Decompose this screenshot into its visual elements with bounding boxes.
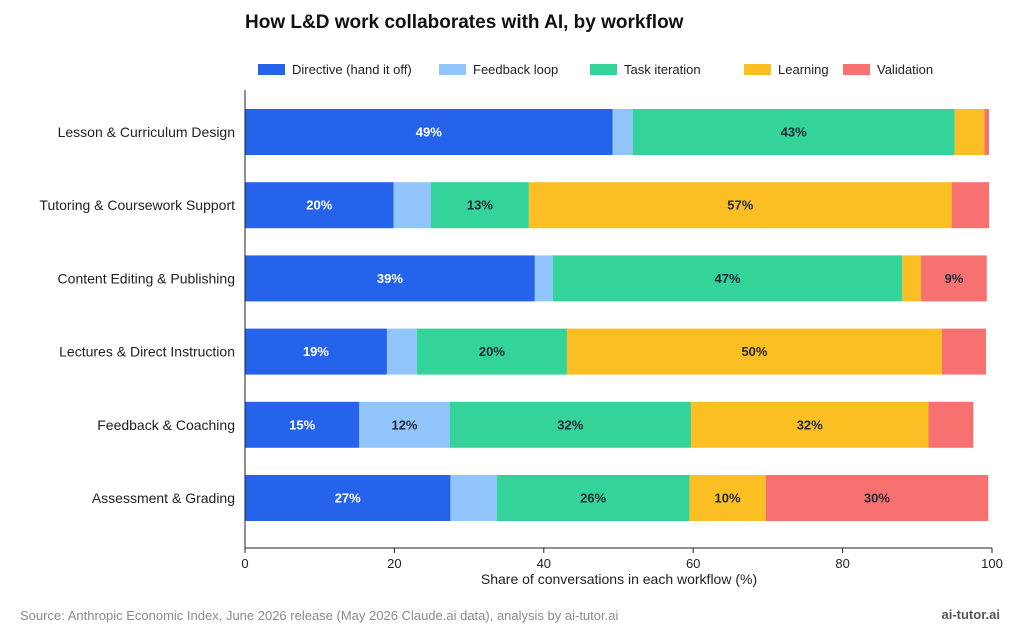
x-tick-label-0: 0 (241, 556, 248, 571)
data-label-3-3: 50% (741, 344, 767, 359)
category-label-0: Lesson & Curriculum Design (58, 124, 235, 140)
bar-segment-3-4 (941, 328, 987, 375)
bar-segment-4-1 (359, 401, 450, 448)
legend-swatch-2 (590, 64, 617, 75)
category-label-1: Tutoring & Coursework Support (39, 197, 235, 213)
footer-brand: ai-tutor.ai (941, 607, 1000, 622)
data-label-0-2: 43% (781, 125, 807, 140)
legend-swatch-1 (439, 64, 466, 75)
bar-segment-4-4 (928, 401, 974, 448)
bar-segment-0-3 (954, 109, 985, 155)
category-label-3: Lectures & Direct Instruction (59, 344, 235, 360)
legend-swatch-0 (258, 64, 285, 75)
bar-segment-3-0 (245, 328, 387, 375)
bar-segment-5-1 (450, 475, 497, 521)
bar-segment-5-4 (765, 475, 989, 521)
data-label-5-3: 10% (715, 491, 741, 506)
data-label-2-0: 39% (377, 271, 403, 286)
x-tick-label-4: 80 (835, 556, 849, 571)
legend-swatch-3 (744, 64, 771, 75)
legend-swatch-4 (843, 64, 870, 75)
chart-title: How L&D work collaborates with AI, by wo… (245, 12, 684, 33)
bar-segment-5-2 (496, 475, 690, 521)
data-label-1-2: 13% (467, 198, 493, 213)
bar-segment-4-0 (245, 401, 360, 448)
data-label-3-0: 19% (303, 344, 329, 359)
category-label-5: Assessment & Grading (92, 490, 235, 506)
bar-segment-1-0 (245, 182, 394, 229)
footer-source: Source: Anthropic Economic Index, June 2… (20, 608, 619, 623)
bar-segment-4-3 (690, 401, 929, 448)
x-tick-label-1: 20 (387, 556, 401, 571)
legend-label-1: Feedback loop (473, 62, 558, 77)
x-tick-label-2: 40 (537, 556, 551, 571)
bar-segment-1-2 (431, 182, 529, 229)
bar-segment-4-2 (449, 401, 691, 448)
legend-label-3: Learning (778, 62, 829, 77)
data-label-2-2: 47% (715, 271, 741, 286)
bar-segment-0-4 (984, 109, 990, 155)
category-label-2: Content Editing & Publishing (58, 270, 235, 286)
x-tick-label-5: 100 (981, 556, 1003, 571)
x-axis-label: Share of conversations in each workflow … (481, 571, 757, 587)
bars: 49% 43% 20% 13% 57% 39% 47% 9% 19% 20% 50% 15% 12% 32… (245, 109, 990, 521)
y-axis: Lesson & Curriculum Design Tutoring & Cou… (39, 90, 246, 548)
data-label-0-0: 49% (416, 125, 442, 140)
bar-segment-1-3 (528, 182, 952, 229)
data-label-5-2: 26% (580, 491, 606, 506)
bar-segment-0-2 (632, 109, 955, 155)
data-label-4-2: 32% (557, 417, 583, 432)
legend: Directive (hand it off) Feedback loop Task… (258, 62, 933, 77)
legend-label-2: Task iteration (624, 62, 701, 77)
bar-segment-3-1 (386, 328, 417, 375)
data-label-1-0: 20% (306, 198, 332, 213)
bar-segment-5-0 (245, 475, 451, 521)
bar-segment-0-0 (245, 109, 613, 155)
data-label-2-4: 9% (945, 271, 964, 286)
data-label-5-0: 27% (335, 491, 361, 506)
bar-segment-2-2 (552, 255, 903, 302)
bar-segment-1-1 (393, 182, 432, 229)
bar-segment-3-3 (566, 328, 942, 375)
bar-segment-5-3 (689, 475, 766, 521)
legend-label-4: Validation (877, 62, 933, 77)
bar-segment-1-4 (951, 182, 990, 229)
data-label-1-3: 57% (727, 198, 753, 213)
bar-segment-3-2 (416, 328, 567, 375)
x-axis: 0 20 40 60 80 100 (241, 547, 1003, 571)
bar-segment-2-3 (902, 255, 922, 302)
bar-segment-2-0 (245, 255, 535, 302)
bar-segment-2-4 (921, 255, 987, 302)
data-label-3-2: 20% (479, 344, 505, 359)
data-label-4-3: 32% (797, 417, 823, 432)
data-label-5-4: 30% (864, 491, 890, 506)
category-label-4: Feedback & Coaching (97, 417, 235, 433)
legend-label-0: Directive (hand it off) (292, 62, 412, 77)
stacked-bar-chart: Directive (hand it off) Feedback loop Task… (39, 62, 1003, 587)
bar-segment-2-1 (534, 255, 553, 302)
data-label-4-0: 15% (289, 417, 315, 432)
data-label-4-1: 12% (391, 417, 417, 432)
x-tick-label-3: 60 (686, 556, 700, 571)
bar-segment-0-1 (612, 109, 633, 155)
